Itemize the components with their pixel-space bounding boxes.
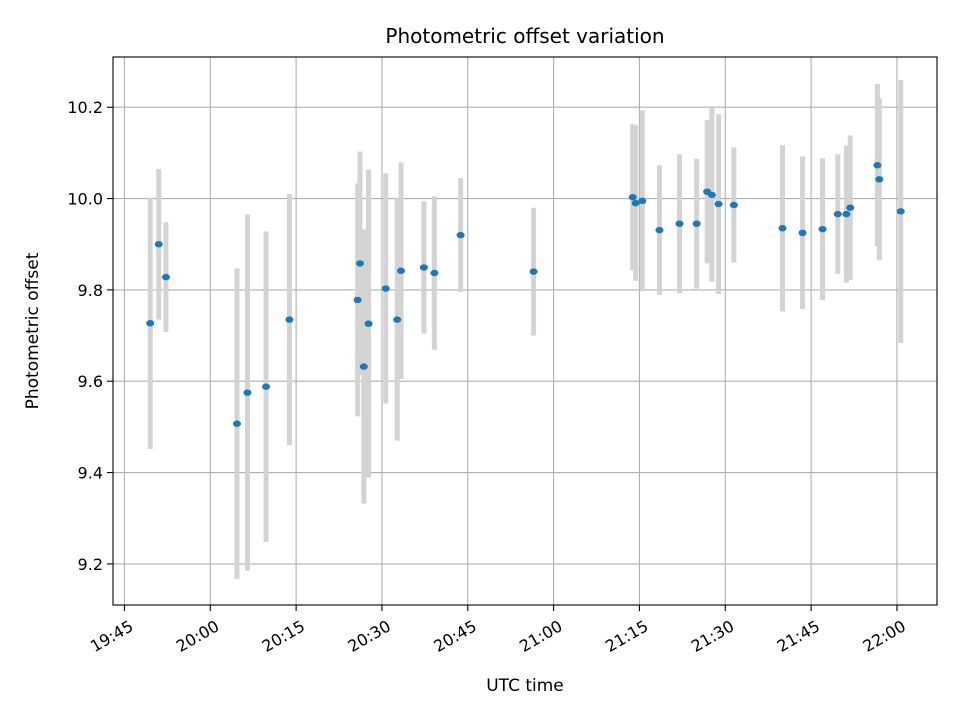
data-point (818, 225, 827, 233)
y-tick-label: 10.2 (67, 98, 103, 117)
y-tick-label: 10.0 (67, 190, 103, 209)
data-point (628, 193, 637, 201)
data-point (353, 296, 362, 304)
data-point (655, 226, 664, 234)
data-point (456, 231, 465, 239)
plot-frame (112, 56, 938, 606)
data-point (359, 363, 368, 370)
data-point (692, 220, 701, 227)
data-point (285, 316, 294, 323)
data-point (397, 267, 406, 274)
data-point (714, 200, 723, 208)
y-axis-ticks: 9.2 9.4 9.6 9.8 10.0 10.2 (67, 98, 113, 574)
data-point (638, 197, 647, 205)
data-point (146, 320, 155, 327)
data-point (356, 260, 365, 267)
grid (113, 57, 937, 605)
data-point (873, 162, 882, 169)
data-point (842, 210, 851, 218)
y-tick-label: 9.4 (78, 464, 103, 483)
data-point (419, 264, 428, 271)
data-point (243, 389, 252, 396)
data-point (675, 220, 684, 227)
data-point (364, 320, 373, 327)
data-point (161, 273, 170, 281)
y-tick-label: 9.8 (78, 281, 103, 300)
y-tick-label: 9.2 (78, 555, 103, 574)
x-axis-label: UTC time (486, 676, 564, 696)
data-point (729, 201, 738, 209)
data-point (232, 420, 241, 427)
data-point (846, 204, 855, 211)
data-point (381, 285, 390, 292)
data-point (631, 199, 640, 207)
y-axis-label: Photometric offset (23, 252, 43, 409)
y-tick-label: 9.6 (78, 372, 103, 391)
data-point (875, 176, 884, 183)
data-point (798, 229, 807, 237)
data-point (262, 383, 271, 390)
data-point (154, 241, 163, 248)
data-point (707, 191, 716, 199)
data-point (393, 316, 402, 323)
data-point (833, 210, 842, 218)
data-point (778, 225, 787, 232)
data-points (146, 162, 905, 427)
data-point (529, 268, 538, 275)
chart-title: Photometric offset variation (385, 24, 664, 48)
data-point (896, 208, 905, 215)
data-point (430, 269, 439, 277)
